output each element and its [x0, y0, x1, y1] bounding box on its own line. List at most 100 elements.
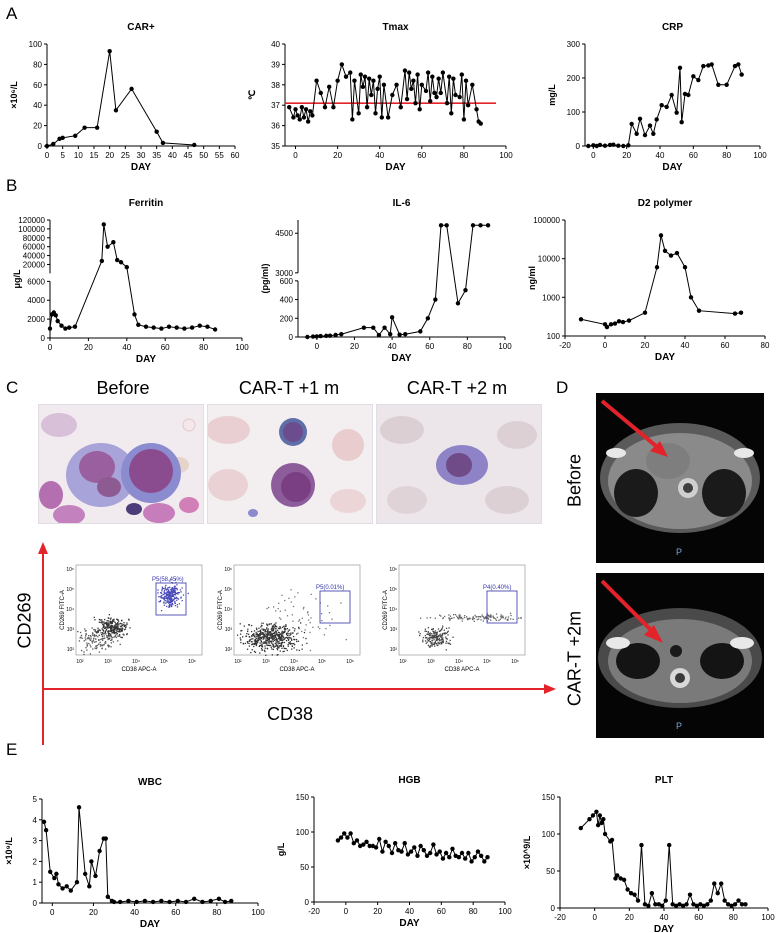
- flow-x-tick-label: 10²: [234, 659, 242, 665]
- hgb-data-point: [463, 856, 468, 861]
- flow-event: [430, 628, 433, 631]
- flow-y-tick-label: 10⁵: [224, 587, 232, 593]
- flow-frame: [398, 564, 526, 656]
- flow-event: [478, 616, 480, 618]
- hgb-data-point: [447, 855, 452, 860]
- flow-event: [171, 593, 173, 596]
- d2-x-tick-label: 20: [641, 341, 650, 350]
- flow-event: [89, 653, 92, 655]
- flow-event: [108, 638, 110, 640]
- flow-event: [165, 599, 167, 602]
- flow-event: [110, 642, 113, 644]
- flow-event: [275, 626, 278, 628]
- flow-event: [254, 641, 257, 643]
- flow-event: [89, 644, 91, 646]
- il6-data-point: [470, 223, 476, 228]
- d2-data-point: [608, 322, 614, 327]
- flow-event: [240, 639, 242, 641]
- flow-event: [102, 624, 105, 626]
- flow-event: [168, 605, 170, 607]
- ferritin-x-tick-label: 0: [48, 343, 53, 352]
- flow-event: [105, 633, 107, 635]
- flow-event: [171, 592, 173, 594]
- flow-event: [166, 591, 168, 593]
- flow-event: [286, 628, 289, 630]
- flow-event: [103, 644, 105, 646]
- flow-event: [274, 631, 276, 634]
- wbc-data-point: [41, 819, 47, 825]
- flow-event: [458, 616, 460, 618]
- flow-event: [340, 602, 342, 604]
- ct-label-after: CAR-T +2m: [564, 610, 585, 707]
- flow-event: [168, 598, 171, 600]
- il6-data-point: [418, 329, 423, 334]
- flow-event: [160, 595, 162, 597]
- flow-event: [123, 624, 126, 626]
- flow-event: [253, 630, 256, 632]
- flow-event: [119, 635, 121, 637]
- flow-event: [269, 623, 271, 625]
- hgb-x-tick-label: 60: [437, 907, 446, 916]
- flow-event: [254, 641, 256, 644]
- flow-event: [268, 638, 271, 640]
- flow-event: [490, 619, 492, 621]
- flow-event: [288, 642, 291, 645]
- flow-event: [285, 640, 288, 642]
- flow-event: [323, 634, 326, 636]
- flow-event: [284, 599, 286, 602]
- flow-event: [288, 633, 290, 635]
- flow-event: [88, 637, 90, 639]
- crp-x-tick-label: 100: [753, 151, 767, 160]
- flow-event: [113, 632, 115, 635]
- car-series-line: [46, 51, 195, 147]
- flow-plot-before: P5(58.45%) 10² 10³ 10⁴ 10⁵ 10⁶ 10² 10³ 10⁴ 10⁵ 10⁶…: [52, 555, 212, 675]
- flow-event: [87, 637, 89, 639]
- tmax-data-point: [444, 100, 450, 106]
- flow-event: [167, 594, 169, 596]
- flow-event: [448, 617, 451, 620]
- flow-event: [266, 636, 269, 638]
- ferritin-x-tick-label: 100: [235, 343, 249, 352]
- flow-event: [441, 638, 443, 640]
- flow-event: [115, 632, 117, 634]
- flow-event: [284, 637, 287, 639]
- flow-event: [266, 637, 269, 640]
- crp-data-point: [706, 63, 711, 68]
- tmax-data-point: [434, 94, 439, 100]
- tmax-data-point: [385, 115, 391, 120]
- flow-event: [458, 617, 460, 619]
- plt-data-point: [719, 881, 724, 886]
- flow-event: [465, 616, 468, 618]
- il6-y-tick-label: 400: [280, 296, 294, 305]
- flow-event: [442, 637, 444, 639]
- il6-data-point: [463, 288, 468, 293]
- car-y-tick-label: 80: [33, 60, 42, 69]
- flow-event: [161, 586, 164, 588]
- flow-event: [124, 628, 127, 630]
- flow-event: [107, 627, 109, 629]
- plt-data-point: [701, 903, 707, 908]
- flow-event: [101, 619, 103, 621]
- flow-event: [255, 642, 257, 645]
- plt-data-point: [615, 873, 620, 878]
- flow-event: [114, 635, 117, 637]
- flow-event: [436, 637, 438, 639]
- ferritin-y-tick-label: 80000: [23, 234, 46, 243]
- flow-event: [254, 651, 257, 653]
- ferritin-x-label: DAY: [136, 354, 157, 365]
- flow-event: [251, 641, 253, 643]
- flow-event: [459, 615, 461, 617]
- flow-event: [260, 636, 262, 639]
- flow-event: [101, 635, 104, 638]
- flow-event: [286, 615, 289, 617]
- flow-event: [304, 629, 306, 631]
- ferritin-data-point: [67, 325, 72, 330]
- flow-event: [105, 623, 108, 626]
- flow-event: [160, 610, 163, 612]
- flow-event: [107, 632, 110, 635]
- il6-data-point: [327, 333, 333, 338]
- car-x-tick-label: 50: [199, 151, 208, 160]
- car-data-point: [82, 125, 87, 130]
- flow-event: [466, 617, 468, 620]
- flow-event: [428, 646, 431, 648]
